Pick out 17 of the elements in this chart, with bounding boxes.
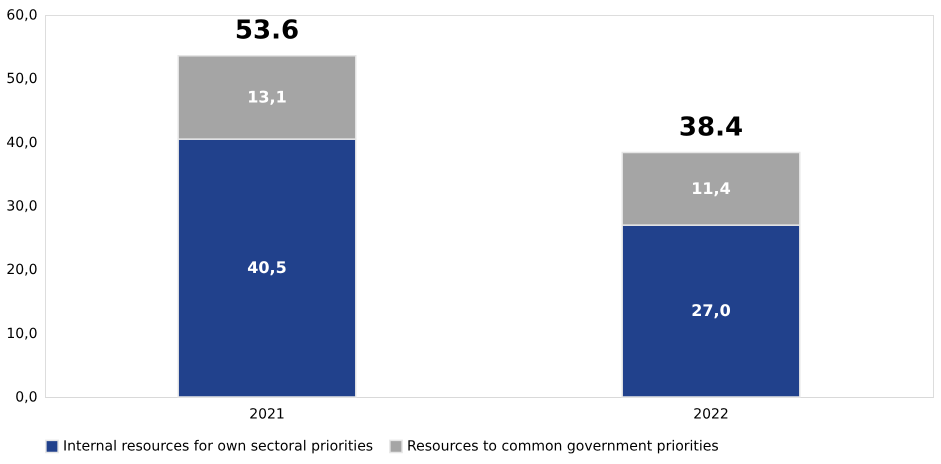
data-label: 27,0 [691, 301, 731, 320]
y-tick-label: 0,0 [15, 390, 38, 406]
data-label: 11,4 [691, 178, 731, 198]
y-tick-label: 10,0 [6, 326, 38, 342]
legend-label: Resources to common government priorities [407, 438, 719, 454]
y-tick-label: 60,0 [6, 8, 38, 24]
y-tick-label: 50,0 [6, 71, 38, 88]
data-label: 13,1 [247, 87, 287, 106]
y-tick-label: 40,0 [6, 134, 38, 151]
y-tick-label: 20,0 [6, 262, 38, 278]
legend-label: Internal resources for own sectoral priorities [63, 438, 374, 454]
x-tick-label: 2021 [249, 406, 285, 422]
y-tick-label: 30,0 [6, 198, 38, 214]
total-label: 53.6 [234, 16, 300, 46]
total-label: 38.4 [678, 112, 744, 143]
x-tick-label: 2022 [693, 406, 729, 422]
data-label: 40,5 [247, 258, 287, 278]
